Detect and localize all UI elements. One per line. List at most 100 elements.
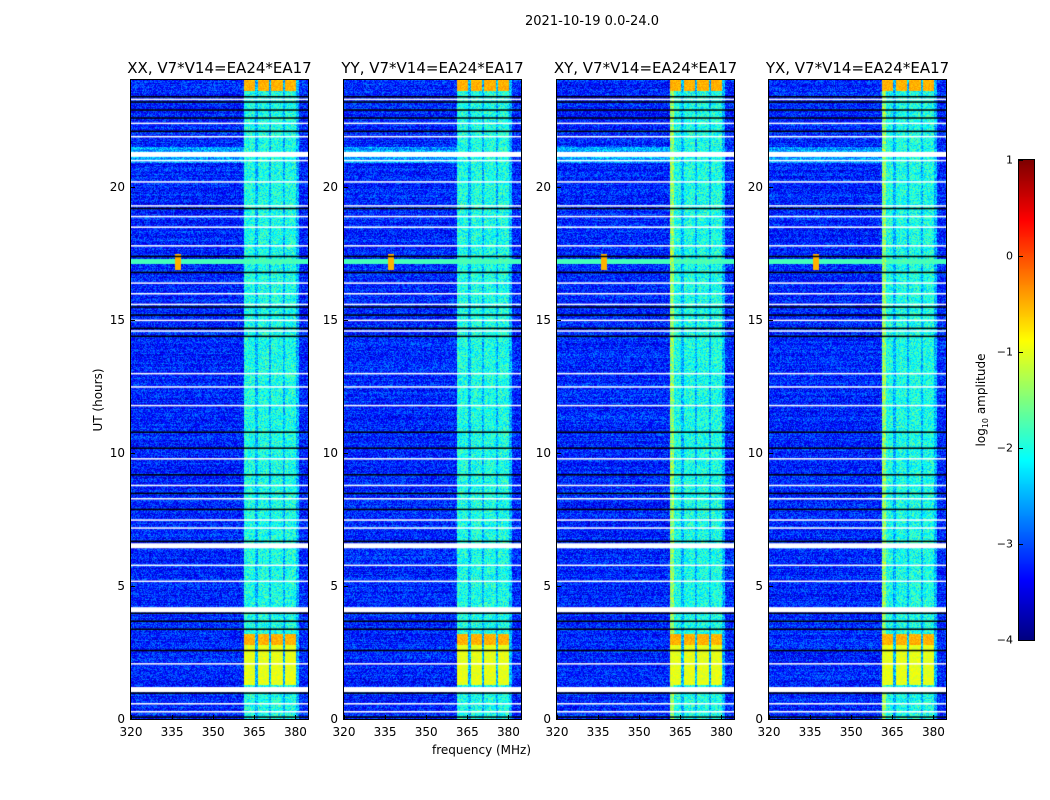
y-tick-label: 10 — [109, 445, 125, 460]
x-tick — [557, 715, 558, 719]
panel-title: YX, V7*V14=EA24*EA17 — [765, 59, 950, 77]
x-tick-label: 320 — [757, 725, 781, 739]
x-tick-label: 350 — [627, 725, 651, 739]
x-axis-label: frequency (MHz) — [432, 743, 532, 757]
heatmap-xx — [131, 80, 308, 719]
colorbar-tick — [1019, 352, 1023, 353]
panel-frame — [556, 79, 735, 720]
x-tick — [131, 715, 132, 719]
x-tick-label: 320 — [545, 725, 569, 739]
x-tick-label: 380 — [496, 725, 520, 739]
y-tick — [557, 585, 561, 587]
y-tick — [131, 585, 135, 587]
x-tick-label: 350 — [414, 725, 438, 739]
y-tick-label: 10 — [747, 445, 763, 460]
x-tick — [851, 715, 853, 719]
colorbar — [1019, 160, 1034, 640]
colorbar-tick — [1019, 640, 1023, 641]
colorbar-tick-label: −3 — [996, 537, 1013, 551]
colorbar-tick — [1019, 256, 1023, 257]
y-tick — [769, 585, 773, 587]
x-tick-label: 365 — [668, 725, 692, 739]
y-tick — [344, 319, 348, 321]
x-tick-label: 320 — [332, 725, 356, 739]
colorbar-tick-label: −1 — [996, 345, 1013, 359]
y-tick-label: 15 — [747, 312, 763, 327]
panel-title: YY, V7*V14=EA24*EA17 — [341, 59, 524, 77]
y-tick — [557, 452, 561, 454]
panel-frame — [343, 79, 522, 720]
y-tick-label: 15 — [109, 312, 125, 327]
y-tick — [769, 319, 773, 321]
panel-title: XX, V7*V14=EA24*EA17 — [127, 59, 312, 77]
figure-title: 2021-10-19 0.0-24.0 — [525, 14, 659, 29]
x-tick-label: 380 — [709, 725, 733, 739]
y-tick — [131, 452, 135, 454]
x-tick — [639, 715, 641, 719]
y-tick — [344, 585, 348, 587]
colorbar-tick — [1019, 448, 1023, 449]
y-tick-label: 15 — [535, 312, 551, 327]
x-tick-label: 365 — [242, 725, 266, 739]
y-tick-label: 5 — [755, 578, 763, 593]
colorbar-tick — [1019, 160, 1023, 161]
x-tick — [721, 715, 723, 719]
y-axis-label: UT (hours) — [91, 368, 105, 432]
x-tick — [680, 715, 682, 719]
heatmap-xy — [557, 80, 734, 719]
x-tick — [892, 715, 894, 719]
x-tick — [426, 715, 428, 719]
x-tick — [344, 715, 345, 719]
y-tick-label: 0 — [330, 712, 338, 726]
colorbar-label-rest: amplitude — [973, 353, 988, 418]
y-tick-label: 5 — [543, 578, 551, 593]
y-tick-label: 10 — [322, 445, 338, 460]
y-tick-label: 0 — [117, 712, 125, 726]
colorbar-tick-label: 1 — [1006, 153, 1013, 167]
y-tick — [131, 319, 135, 321]
x-tick — [467, 715, 469, 719]
panel-title: XY, V7*V14=EA24*EA17 — [553, 59, 738, 77]
x-tick — [508, 715, 510, 719]
y-tick-label: 15 — [322, 312, 338, 327]
y-tick — [769, 719, 773, 720]
panel-frame — [768, 79, 947, 720]
y-tick — [557, 719, 561, 720]
colorbar-tick-label: −2 — [996, 441, 1013, 455]
colorbar-tick — [1019, 544, 1023, 545]
y-tick-label: 20 — [109, 179, 125, 194]
heatmap-yy — [344, 80, 521, 719]
x-tick-label: 335 — [586, 725, 610, 739]
y-tick — [769, 452, 773, 454]
colorbar-label-main: log — [973, 428, 988, 447]
x-tick-label: 365 — [880, 725, 904, 739]
x-tick — [933, 715, 935, 719]
x-tick-label: 335 — [798, 725, 822, 739]
y-tick — [344, 719, 348, 720]
y-tick — [131, 719, 135, 720]
y-tick-label: 10 — [535, 445, 551, 460]
y-tick-label: 5 — [330, 578, 338, 593]
x-tick-label: 320 — [119, 725, 143, 739]
y-tick-label: 20 — [747, 179, 763, 194]
y-tick — [557, 319, 561, 321]
colorbar-label-sub: 10 — [981, 417, 991, 429]
x-tick-label: 365 — [455, 725, 479, 739]
x-tick — [254, 715, 256, 719]
x-tick-label: 380 — [283, 725, 307, 739]
x-tick — [769, 715, 770, 719]
y-tick — [769, 186, 773, 188]
colorbar-frame — [1018, 159, 1035, 641]
colorbar-tick-label: 0 — [1006, 249, 1013, 263]
x-tick — [213, 715, 215, 719]
x-tick-label: 335 — [373, 725, 397, 739]
y-tick — [344, 186, 348, 188]
y-tick-label: 20 — [322, 179, 338, 194]
y-tick-label: 0 — [543, 712, 551, 726]
y-tick — [131, 186, 135, 188]
y-tick-label: 20 — [535, 179, 551, 194]
y-tick — [557, 186, 561, 188]
x-tick — [385, 715, 387, 719]
y-tick — [344, 452, 348, 454]
x-tick — [598, 715, 600, 719]
